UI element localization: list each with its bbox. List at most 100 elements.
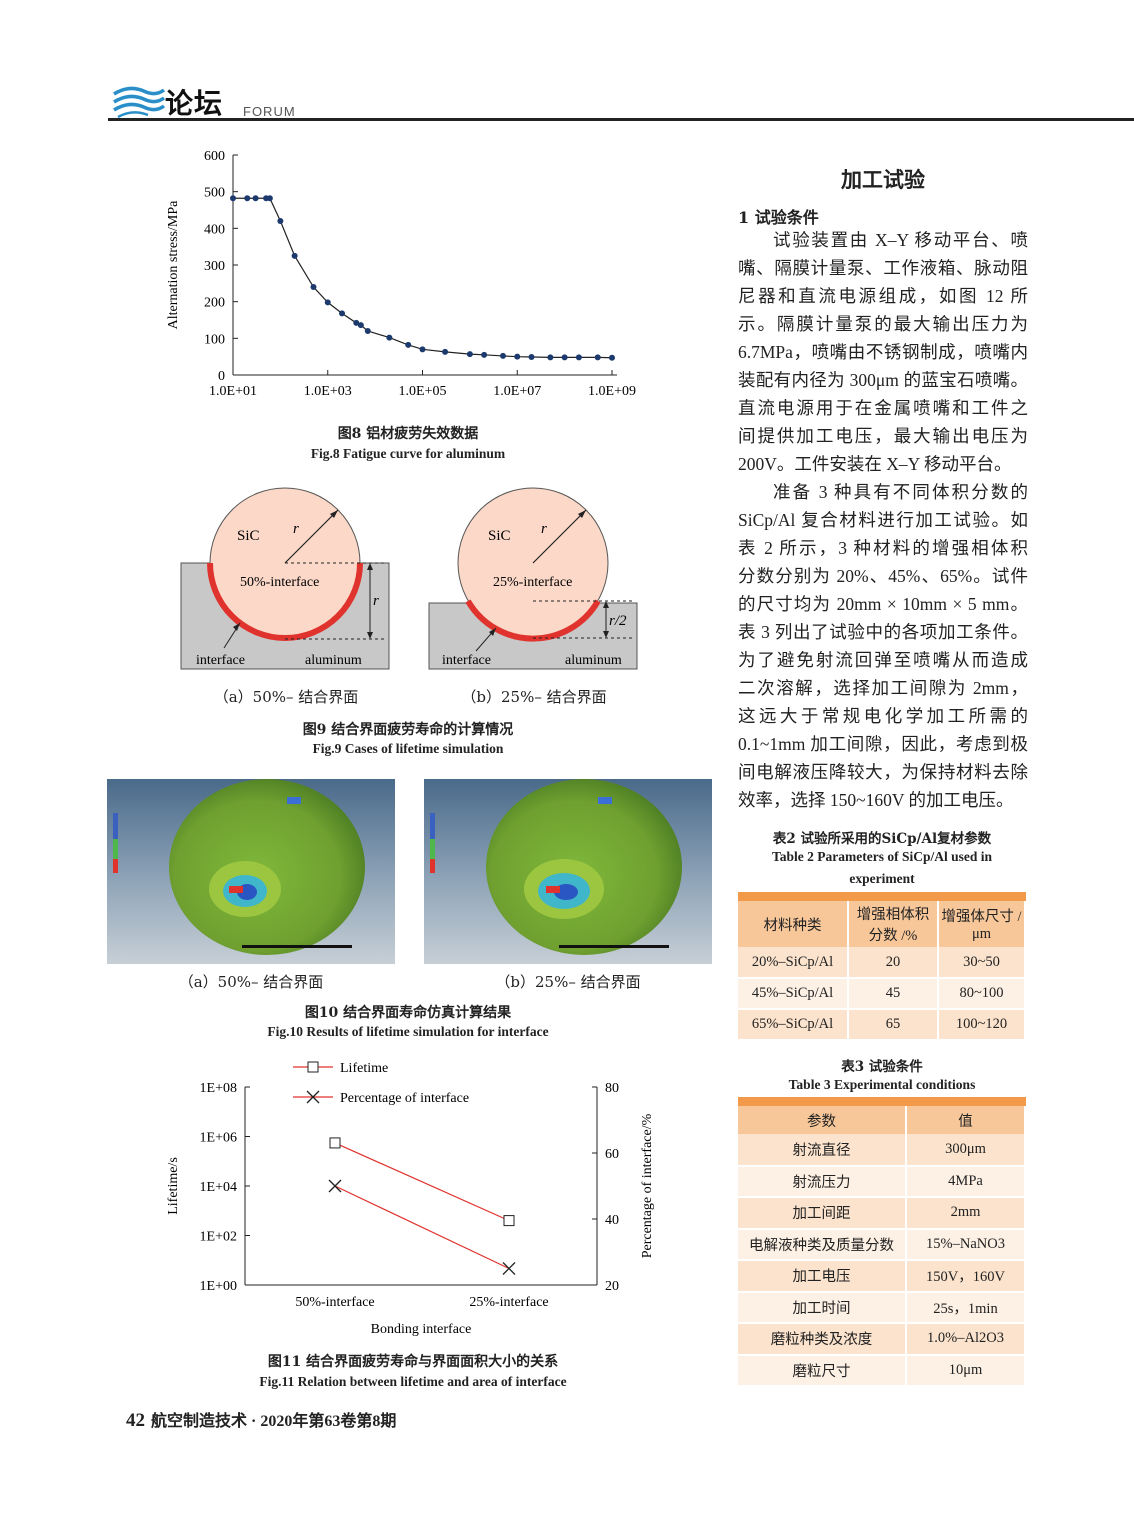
data-point	[291, 252, 298, 259]
data-point	[575, 354, 582, 361]
x-tick-label: 1.0E+01	[209, 384, 257, 399]
fig9a-diagram: SiC r 50%-interface r interface aluminum	[180, 487, 390, 670]
paragraph-line: 的尺寸均为 20mm × 10mm × 5 mm。	[738, 594, 1028, 614]
y-tick-label: 500	[204, 186, 225, 201]
table-cell: 加工时间	[738, 1291, 907, 1324]
paragraph-line: SiCp/Al 复合材料进行加工试验。如	[738, 510, 1028, 530]
data-point	[386, 334, 393, 341]
data-point	[244, 195, 251, 202]
right-tick-label: 40	[605, 1213, 619, 1228]
series-line-0	[334, 1142, 510, 1222]
table-cell: 射流压力	[738, 1165, 907, 1198]
fig8-caption-cn: 图8 铝材疲劳失效数据	[337, 426, 479, 442]
paragraph-line: 这远大于常规电化学加工所需的	[738, 706, 1028, 726]
table3-header: 值	[906, 1106, 1026, 1134]
y-tick-label: 200	[204, 296, 225, 311]
data-point	[442, 348, 449, 355]
data-point	[230, 195, 236, 202]
fig9-caption-en: Fig.9 Cases of lifetime simulation	[312, 741, 504, 756]
data-point	[353, 319, 360, 326]
fig9b-aluminum-label: aluminum	[565, 653, 622, 668]
table-cell: 65%–SiCp/Al	[738, 1009, 849, 1041]
table-cell: 80~100	[938, 978, 1026, 1010]
right-tick-label: 60	[605, 1147, 619, 1162]
table-cell: 加工电压	[738, 1260, 907, 1293]
table2-topbar	[738, 892, 1026, 901]
fig8-chart: 0 100 200 300 400 500 600 1.0E+01 1.0E+03 1.0E+05…	[166, 149, 636, 399]
fig9b-radius-label: r	[541, 521, 547, 537]
left-tick-label: 1E+02	[200, 1230, 237, 1245]
x-tick-label: 1.0E+09	[588, 384, 636, 399]
journal-info: 航空制造技术 · 2020年第63卷第8期	[151, 1413, 397, 1430]
header-rule	[108, 118, 1134, 121]
lifetime-marker	[329, 1137, 341, 1149]
fig11-chart: 1E+00 1E+02 1E+04 1E+06 1E+08 20 40 60 80 50%-int…	[166, 1061, 655, 1337]
table-cell: 电解液种类及质量分数	[738, 1228, 907, 1261]
data-point	[339, 310, 346, 317]
table2-header: 增强相体积分数 /%	[848, 901, 939, 947]
paragraph-line: 表 2 所示，3 种材料的增强相体积	[738, 538, 1028, 558]
y-tick-label: 400	[204, 222, 225, 237]
paragraph-line: 效率，选择 150~160V 的加工电压。	[738, 790, 1014, 810]
paragraph-line: 0.1~1mm 加工间隙，因此，考虑到极	[738, 734, 1028, 754]
y-tick-label: 100	[204, 332, 225, 347]
paragraph-line: 二次溶解，选择加工间隙为 2mm，	[738, 678, 1028, 698]
table-row: 射流压力 4MPa	[738, 1165, 1026, 1198]
fig9b-sic-label: SiC	[488, 528, 511, 544]
fig10-caption-cn: 图10 结合界面寿命仿真计算结果	[304, 1005, 512, 1021]
fig9a-subcaption: （a）50%– 结合界面	[213, 688, 359, 706]
y-tick-label: 600	[204, 149, 225, 164]
table-cell: 10μm	[906, 1354, 1026, 1387]
left-tick-label: 1E+00	[200, 1279, 237, 1294]
legend-marker	[307, 1061, 319, 1073]
table-cell: 磨粒尺寸	[738, 1354, 907, 1387]
table-cell: 4MPa	[906, 1165, 1026, 1198]
table3-topbar	[738, 1097, 1026, 1106]
table-cell: 45	[848, 978, 939, 1010]
table-row: 45%–SiCp/Al 45 80~100	[738, 978, 1026, 1010]
data-point	[310, 284, 317, 290]
data-point	[252, 195, 259, 202]
paragraph-line: 6.7MPa，喷嘴由不锈钢制成，喷嘴内	[738, 342, 1028, 362]
fatigue-curve	[233, 197, 613, 359]
table-row: 磨粒种类及浓度 1.0%–Al2O3	[738, 1323, 1026, 1356]
table-cell: 加工间距	[738, 1197, 907, 1230]
paragraph-line: 间电解液压降较大，为保持材料去除	[738, 762, 1028, 782]
table-cell: 2mm	[906, 1197, 1026, 1230]
paragraph-line: 嘴、隔膜计量泵、工作液箱、脉动阻	[738, 258, 1028, 278]
table2: 材料种类 增强相体积分数 /% 增强体尺寸 /μm 20%–SiCp/Al 20 3…	[738, 892, 1026, 1041]
page-number: 42	[126, 1410, 145, 1431]
data-point	[357, 322, 364, 329]
table3-caption-cn: 表3 试验条件	[841, 1059, 923, 1075]
data-point	[466, 351, 473, 358]
lifetime-marker	[503, 1215, 515, 1227]
paragraph-line: 直流电源用于在金属喷嘴和工件之	[738, 398, 1028, 418]
fig9a-interface-pct: 50%-interface	[240, 575, 319, 590]
fig9b-diagram: SiC r 25%-interface r/2 interface alumin…	[428, 487, 638, 670]
data-point	[364, 328, 371, 334]
data-point	[405, 341, 412, 348]
paragraph-2: 准备 3 种具有不同体积分数的 SiCp/Al 复合材料进行加工试验。如表 2 所…	[738, 478, 1028, 814]
table-row: 20%–SiCp/Al 20 30~50	[738, 947, 1026, 979]
table3-header: 参数	[738, 1106, 907, 1134]
fig10a-simulation-image	[107, 779, 395, 964]
legend-label: Percentage of interface	[340, 1091, 469, 1106]
fig8-caption-en: Fig.8 Fatigue curve for aluminum	[310, 446, 506, 461]
table-row: 射流直径 300μm	[738, 1134, 1026, 1167]
fig9b-interface-label: interface	[442, 653, 491, 668]
fig10-caption-en: Fig.10 Results of lifetime simulation fo…	[267, 1024, 549, 1039]
data-point	[277, 218, 284, 224]
table-cell: 磨粒种类及浓度	[738, 1323, 907, 1356]
table3: 参数 值 射流直径 300μm 射流压力 4MPa 加工间距 2mm 电解液种类及质量分数 1…	[738, 1097, 1026, 1387]
fig9b-interface-pct: 25%-interface	[493, 575, 572, 590]
paragraph-line: 示。隔膜计量泵的最大输出压力为	[738, 314, 1028, 334]
table3-caption-en: Table 3 Experimental conditions	[788, 1077, 976, 1092]
table-cell: 射流直径	[738, 1134, 907, 1167]
x-tick-label: 1.0E+07	[493, 384, 541, 399]
table2-header: 材料种类	[738, 901, 849, 947]
paragraph-line: 试验装置由 X–Y 移动平台、喷	[773, 230, 1028, 250]
x-axis-label: Bonding interface	[371, 1322, 472, 1337]
left-axis-label: Lifetime/s	[166, 1157, 181, 1215]
left-tick-label: 1E+06	[200, 1131, 237, 1146]
table-row: 磨粒尺寸 10μm	[738, 1354, 1026, 1387]
